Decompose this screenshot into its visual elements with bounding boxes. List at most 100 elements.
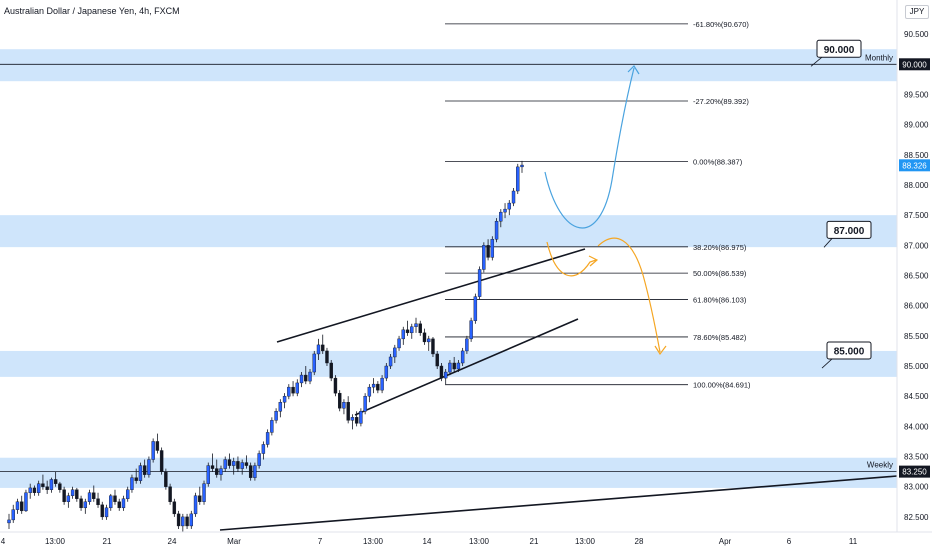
candle-body	[388, 356, 393, 367]
candle-body	[147, 459, 151, 475]
candle-body	[418, 323, 422, 334]
price-axis-tick: 87.500	[904, 211, 929, 220]
price-axis-tick: 83.000	[904, 483, 929, 492]
candle-body	[414, 323, 418, 327]
projection-arrows	[544, 65, 667, 356]
candle-body	[121, 498, 126, 509]
channel-upper-trendline	[276, 248, 586, 343]
candle-body	[265, 432, 270, 445]
candle-body	[66, 495, 71, 502]
fib-level-label: 61.80%(86.103)	[693, 295, 747, 304]
price-axis-tick: 88.500	[904, 151, 929, 160]
candle-body	[516, 166, 520, 192]
zone-label: Weekly	[867, 461, 893, 470]
candle-body	[494, 220, 499, 240]
currency-selector[interactable]: JPY	[905, 5, 929, 19]
time-axis-label: Mar	[227, 537, 241, 546]
candle-body	[490, 239, 495, 258]
candle-body	[460, 350, 465, 364]
price-tag-monthly	[899, 58, 930, 71]
candle-body	[210, 465, 215, 469]
candle-body	[253, 465, 257, 478]
candle-body	[456, 362, 461, 370]
callout-pointer	[821, 357, 834, 369]
candle-body	[244, 462, 249, 466]
candle-body	[350, 417, 355, 421]
candle-body	[393, 347, 397, 358]
candle-body	[164, 471, 168, 487]
time-axis-label: 13:00	[469, 537, 490, 546]
fib-level-label: -27.20%(89.392)	[693, 97, 749, 106]
callout-label: 85.000	[834, 347, 865, 358]
candle-body	[477, 269, 482, 297]
candle-body	[329, 362, 333, 379]
price-axis-tick: 88.000	[904, 181, 929, 190]
price-tag-current	[899, 159, 930, 172]
candle-body	[176, 513, 181, 527]
candle-body	[397, 338, 401, 349]
price-callout[interactable]: 90.000	[810, 39, 862, 67]
long-term-trendline	[219, 475, 898, 531]
price-axis-tick: 85.000	[904, 362, 929, 371]
callout-label: 90.000	[824, 45, 855, 56]
fib-level-label: -61.80%(90.670)	[693, 20, 749, 29]
candle-body	[435, 353, 439, 367]
blue-projection-arrow	[544, 67, 635, 229]
time-axis-label: 13:00	[363, 537, 384, 546]
price-axis-tick: 86.500	[904, 272, 929, 281]
candle-body	[384, 365, 389, 379]
time-axis: 4 13:00 21 24 Mar 7 13:00 14 13:00 21 13:00 28 Apr 6 1…	[1, 537, 858, 546]
candle-body	[219, 468, 223, 475]
candle-body	[405, 329, 410, 334]
candle-body	[452, 362, 456, 370]
candle-body	[32, 487, 37, 493]
price-axis: 90.500 90.000 89.500 89.000 88.500 88.000 87.5…	[904, 30, 929, 522]
price-axis-tick: 89.000	[904, 121, 929, 130]
candle-body	[134, 477, 138, 481]
fib-level-label: 50.00%(86.539)	[693, 269, 747, 278]
candle-body	[257, 453, 261, 466]
candle-body	[278, 402, 283, 412]
price-axis-tick: 82.500	[904, 513, 929, 522]
candle-body	[70, 489, 75, 496]
candle-body	[304, 374, 308, 382]
candle-body	[346, 402, 350, 421]
fibonacci-retracement: -61.80%(90.670) -27.20%(89.392) 0.00%(88.3…	[445, 20, 751, 390]
candle-body	[371, 383, 376, 388]
time-axis-label: 13:00	[575, 537, 596, 546]
price-axis-tick: 89.500	[904, 90, 929, 99]
candle-body	[380, 377, 384, 391]
channel-lower-trendline	[354, 318, 579, 416]
candle-body	[401, 329, 405, 340]
callout-box	[826, 220, 872, 239]
price-callout[interactable]: 85.000	[821, 341, 872, 369]
candle-body	[193, 495, 198, 515]
candle-body	[443, 371, 448, 379]
candle-body	[87, 492, 92, 502]
callout-pointer	[810, 55, 824, 67]
candle-body	[117, 501, 121, 509]
candle-body	[138, 465, 143, 481]
candle-body	[168, 486, 172, 502]
candle-body	[511, 190, 516, 204]
candle-body	[83, 501, 88, 509]
candle-body	[503, 208, 507, 213]
callout-box	[816, 39, 862, 58]
support-resistance-zone	[0, 215, 897, 248]
candle-body	[486, 245, 490, 258]
candle-body	[422, 332, 427, 343]
candle-body	[282, 395, 287, 403]
candle-body	[92, 492, 96, 499]
price-tag-label: 88.326	[902, 161, 927, 170]
time-axis-label: 21	[103, 537, 112, 546]
time-axis-label: 4	[1, 537, 6, 546]
price-callout[interactable]: 87.000	[823, 220, 872, 248]
candle-body	[185, 516, 189, 527]
candle-body	[287, 386, 291, 397]
time-axis-label: 24	[168, 537, 177, 546]
candle-body	[58, 483, 62, 490]
time-axis-label: Apr	[719, 537, 732, 546]
candle-body	[261, 444, 266, 454]
candle-body	[499, 211, 503, 222]
